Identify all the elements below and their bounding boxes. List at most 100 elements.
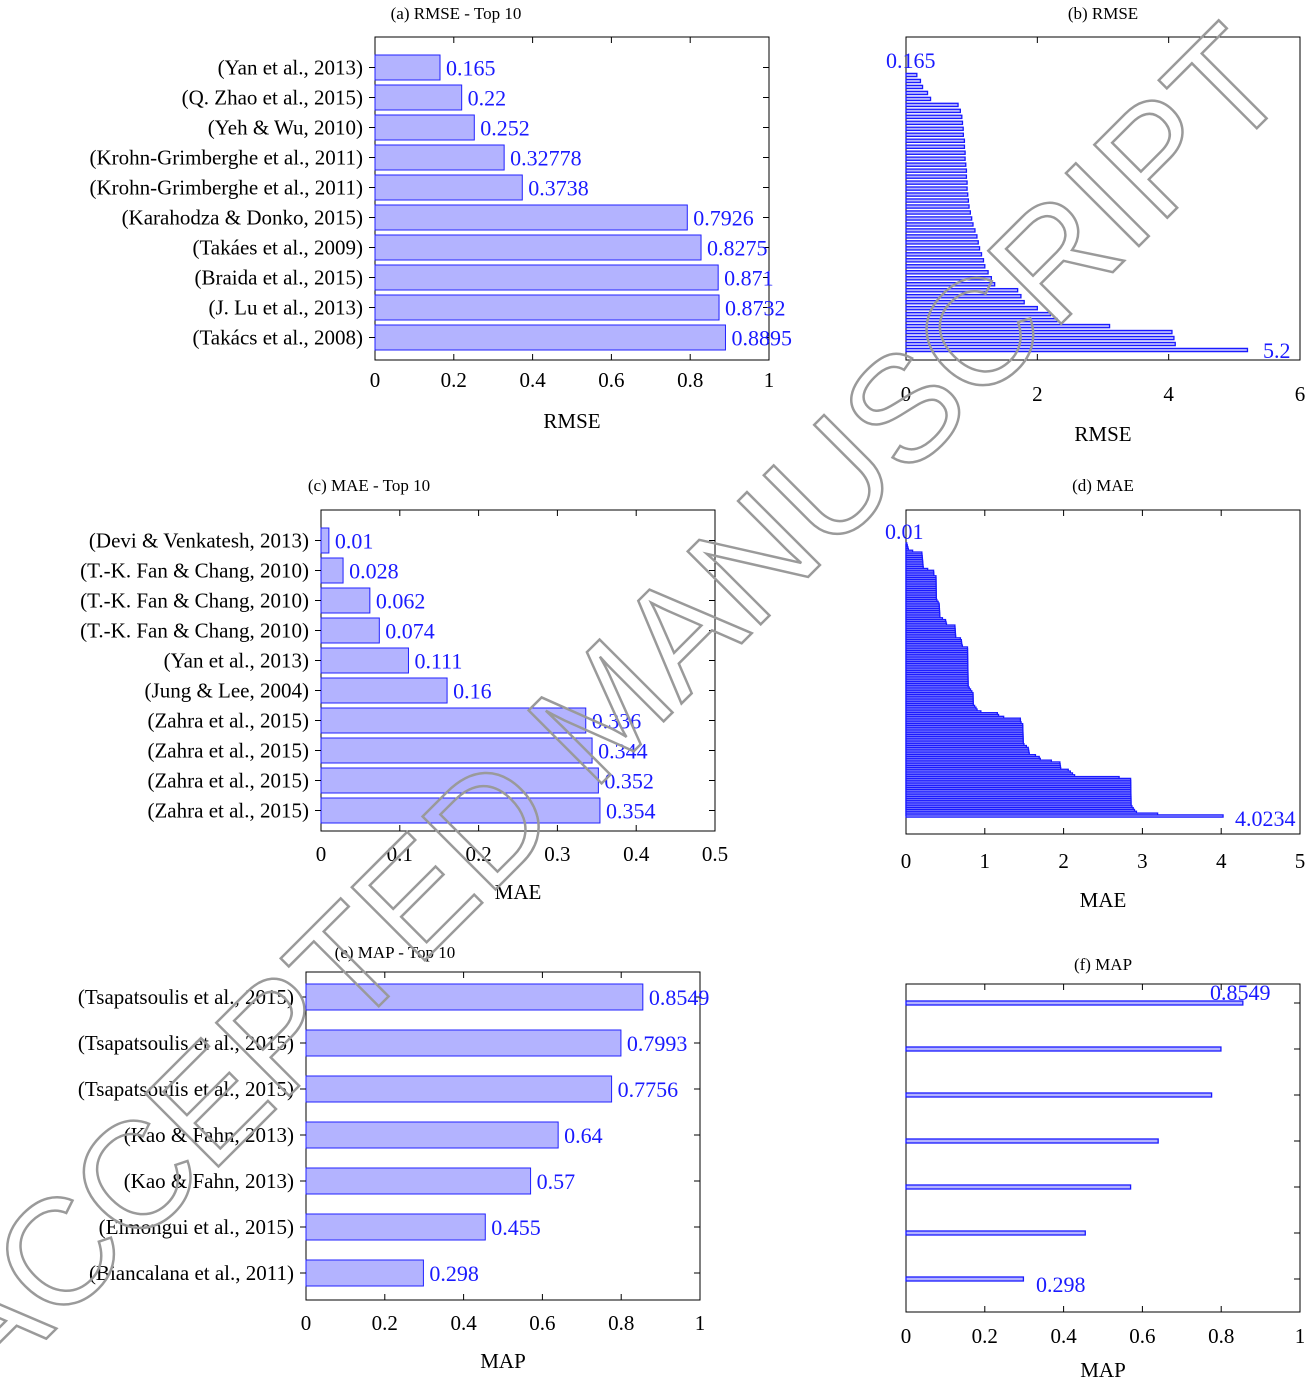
- bar: [320, 557, 344, 584]
- bar: [905, 299, 1025, 305]
- bar: [905, 270, 989, 275]
- bar: [374, 234, 702, 261]
- x-tick-label: 0: [370, 368, 381, 392]
- x-tick-label: 0.8: [1208, 1324, 1234, 1348]
- data-label: 0.028: [349, 559, 399, 584]
- bar: [905, 347, 1249, 353]
- x-tick-label: 3: [1137, 849, 1148, 873]
- bar: [320, 707, 587, 734]
- bar: [905, 1092, 1213, 1098]
- data-label-first: 0.8549: [1210, 980, 1271, 1005]
- bar: [374, 174, 523, 201]
- bar: [905, 293, 1022, 299]
- category-label: (Biancalana et al., 2011): [89, 1261, 294, 1285]
- category-label: (Tsapatsoulis et al., 2015): [78, 985, 294, 1009]
- data-label-last: 4.0234: [1235, 806, 1296, 831]
- bar: [905, 222, 974, 227]
- x-tick-label: 0.2: [372, 1311, 398, 1335]
- category-label: (Takáes et al., 2009): [192, 236, 363, 260]
- bar: [905, 96, 932, 102]
- bar: [905, 281, 996, 287]
- x-tick-label: 0: [901, 849, 912, 873]
- bar: [320, 527, 330, 554]
- category-label: (J. Lu et al., 2013): [208, 296, 363, 320]
- category-label: (Zahra et al., 2015): [147, 709, 309, 733]
- data-label-first: 0.165: [886, 48, 936, 73]
- bar: [905, 1276, 1025, 1282]
- data-label: 0.336: [592, 709, 642, 734]
- bar: [905, 1138, 1159, 1144]
- bar: [905, 84, 924, 90]
- data-label: 0.8732: [725, 296, 786, 321]
- bar: [905, 114, 963, 120]
- data-label: 0.64: [564, 1123, 603, 1148]
- category-label: (Takács et al., 2008): [192, 326, 363, 350]
- bar: [374, 84, 463, 111]
- category-label: (Zahra et al., 2015): [147, 739, 309, 763]
- data-label: 0.344: [598, 739, 648, 764]
- chart-5: (f) MAP 0 0.2 0.4 0.6 0.8 1 MAP 0.8549 0.298: [901, 955, 1306, 1382]
- bar: [320, 797, 601, 824]
- bar: [905, 264, 986, 269]
- x-tick-label: 0.6: [598, 368, 624, 392]
- bar: [905, 108, 961, 114]
- category-label: (Q. Zhao et al., 2015): [182, 86, 363, 110]
- bar: [905, 258, 985, 263]
- data-label: 0.871: [724, 266, 774, 291]
- data-label-last: 5.2: [1263, 338, 1291, 363]
- x-tick-label: 0.3: [544, 842, 570, 866]
- category-label: (Yan et al., 2013): [164, 649, 309, 673]
- bar: [905, 72, 918, 78]
- x-tick-label: 0: [301, 1311, 312, 1335]
- bar: [905, 210, 972, 215]
- x-tick-label: 0.2: [972, 1324, 998, 1348]
- bar: [905, 132, 964, 138]
- category-label: (Kao & Fahn, 2013): [124, 1169, 294, 1193]
- x-axis-label: RMSE: [543, 409, 600, 433]
- data-label: 0.8275: [707, 236, 768, 261]
- data-label: 0.32778: [510, 146, 582, 171]
- bar: [905, 150, 966, 155]
- data-label: 0.8549: [649, 985, 710, 1010]
- category-label: (Zahra et al., 2015): [147, 799, 309, 823]
- bar: [320, 587, 371, 614]
- bar: [905, 305, 1038, 311]
- x-axis-label: RMSE: [1074, 422, 1131, 446]
- bar: [905, 1000, 1244, 1006]
- x-tick-label: 6: [1295, 382, 1306, 406]
- x-tick-label: 0.6: [1129, 1324, 1155, 1348]
- bar: [905, 329, 1173, 335]
- chart-3: (d) MAE 0 1 2 3 4 5 MAE 0.01 4.0234: [885, 476, 1305, 912]
- chart-title: (c) MAE - Top 10: [308, 476, 430, 495]
- bar: [905, 814, 1224, 818]
- bar: [905, 90, 929, 96]
- data-label: 0.354: [606, 799, 656, 824]
- bar: [374, 144, 505, 171]
- bar: [905, 335, 1175, 341]
- bar: [320, 677, 448, 704]
- data-label: 0.7756: [618, 1077, 679, 1102]
- data-label: 0.455: [491, 1215, 541, 1240]
- bar: [905, 162, 967, 167]
- x-tick-label: 0.6: [529, 1311, 555, 1335]
- bar: [905, 276, 993, 281]
- data-label: 0.298: [429, 1261, 479, 1286]
- x-tick-label: 5: [1295, 849, 1306, 873]
- bar: [905, 102, 959, 108]
- data-label-last: 0.298: [1036, 1272, 1086, 1297]
- bar: [320, 617, 380, 644]
- category-label: (Tsapatsoulis et al., 2015): [78, 1031, 294, 1055]
- data-label: 0.165: [446, 56, 496, 81]
- data-label: 0.111: [414, 649, 462, 674]
- bar: [374, 204, 688, 231]
- data-label: 0.22: [468, 86, 507, 111]
- bar: [905, 156, 966, 161]
- bar: [905, 323, 1111, 329]
- category-label: (T.-K. Fan & Chang, 2010): [80, 559, 309, 583]
- data-label: 0.7926: [693, 206, 754, 231]
- bar: [905, 78, 922, 84]
- category-label: (T.-K. Fan & Chang, 2010): [80, 589, 309, 613]
- bar: [305, 983, 644, 1011]
